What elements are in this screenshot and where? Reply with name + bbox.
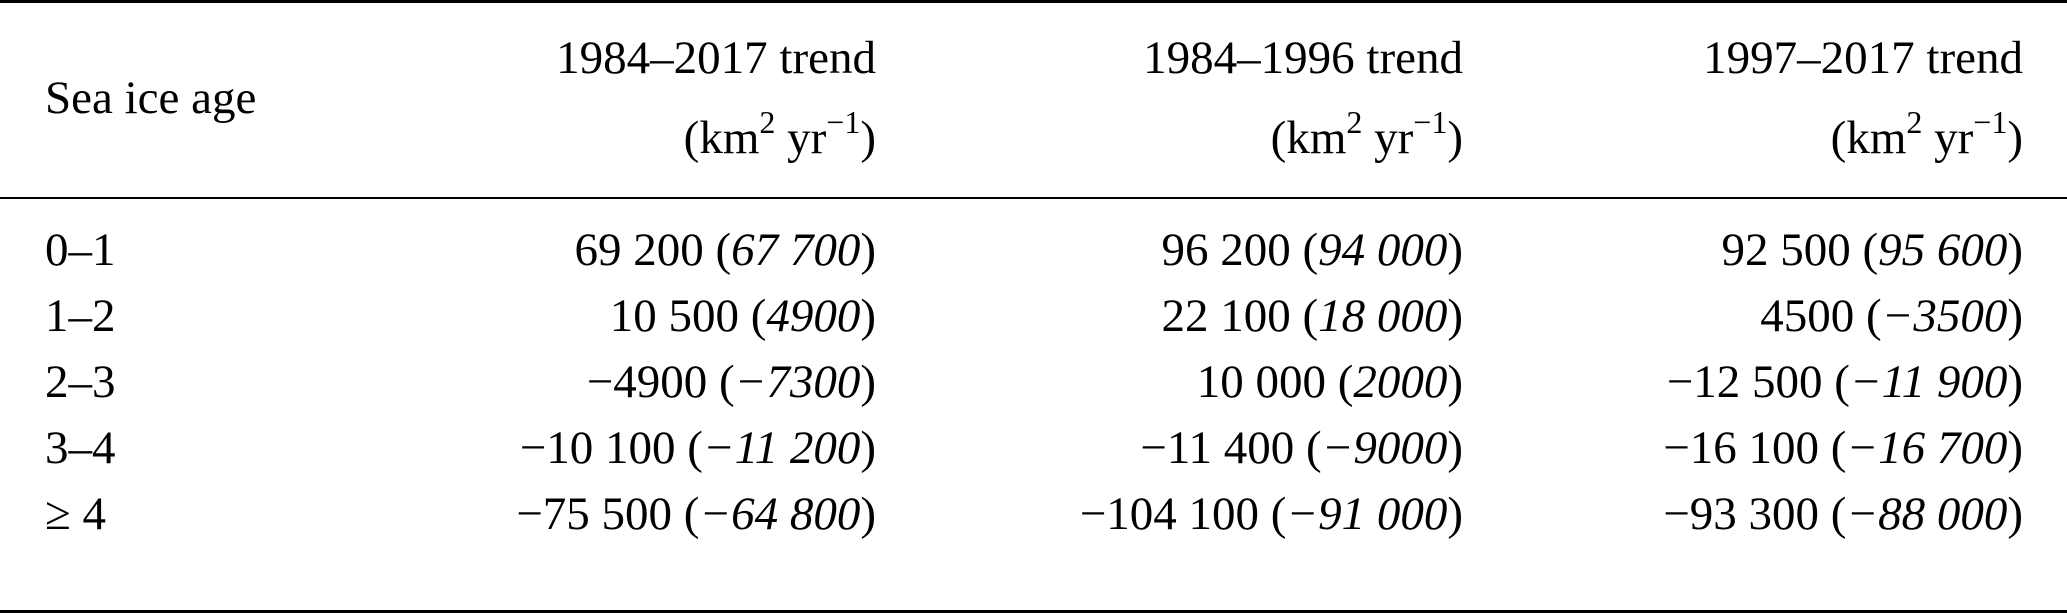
trend-value-alt: 94 000	[1318, 224, 1448, 276]
trend-value-alt: −88 000	[1846, 488, 2008, 540]
table-cell: −75 500 (−64 800)	[516, 488, 876, 540]
unit-mid: yr	[1362, 112, 1414, 164]
table-cell: 4500 (−3500)	[1760, 290, 2023, 342]
unit-mid: yr	[1922, 112, 1974, 164]
header-sea-ice-age: Sea ice age	[45, 72, 257, 124]
unit-exponent: 2	[759, 104, 776, 140]
column-header-title: 1997–2017 trend	[1703, 32, 2023, 84]
trend-value: −104 100	[1079, 488, 1259, 540]
trend-value: −16 100	[1663, 422, 1819, 474]
unit-base: km	[699, 112, 760, 164]
trend-value-alt: −16 700	[1846, 422, 2008, 474]
unit-exponent: 2	[1906, 104, 1923, 140]
trend-value: 4500	[1760, 290, 1855, 342]
trend-value-alt: −11 900	[1849, 356, 2008, 408]
trend-value: −75 500	[516, 488, 672, 540]
trend-value-alt: 4900	[766, 290, 861, 342]
unit-base: km	[1286, 112, 1347, 164]
row-label-age: 3–4	[45, 422, 116, 474]
trend-value-alt: −11 200	[702, 422, 861, 474]
unit-exponent: −1	[1973, 104, 2008, 140]
table-cell: 22 100 (18 000)	[1161, 290, 1463, 342]
trend-value: 22 100	[1161, 290, 1291, 342]
trend-value: 69 200	[574, 224, 704, 276]
table-cell: −11 400 (−9000)	[1140, 422, 1463, 474]
table-cell: 92 500 (95 600)	[1721, 224, 2023, 276]
column-header-unit: (km2 yr−1)	[1270, 104, 1463, 164]
unit-exponent: −1	[826, 104, 861, 140]
trend-value-alt: 95 600	[1878, 224, 2008, 276]
table-cell: −16 100 (−16 700)	[1663, 422, 2023, 474]
trend-value: 10 000	[1196, 356, 1326, 408]
row-label-age: ≥ 4	[45, 488, 107, 540]
table-cell: 69 200 (67 700)	[574, 224, 876, 276]
unit-mid: yr	[775, 112, 827, 164]
trend-value: −11 400	[1140, 422, 1295, 474]
row-label-age: 1–2	[45, 290, 116, 342]
table-cell: −12 500 (−11 900)	[1666, 356, 2023, 408]
trend-value-alt: −64 800	[699, 488, 861, 540]
trend-value: 10 500	[609, 290, 739, 342]
column-header-title: 1984–2017 trend	[556, 32, 876, 84]
trend-value: 92 500	[1721, 224, 1851, 276]
top-rule	[0, 0, 2067, 3]
bottom-rule	[0, 610, 2067, 613]
trend-value: −12 500	[1666, 356, 1823, 408]
trend-value-alt: 18 000	[1318, 290, 1448, 342]
trend-value-alt: −7300	[734, 356, 861, 408]
trend-value-alt: −9000	[1321, 422, 1448, 474]
trend-value: −4900	[586, 356, 708, 408]
table-cell: −104 100 (−91 000)	[1079, 488, 1463, 540]
table-cell: −93 300 (−88 000)	[1663, 488, 2023, 540]
trend-value: −10 100	[519, 422, 676, 474]
trend-value-alt: −3500	[1881, 290, 2008, 342]
trend-value: 96 200	[1161, 224, 1291, 276]
header-rule	[0, 197, 2067, 199]
table-cell: −10 100 (−11 200)	[519, 422, 876, 474]
trend-value-alt: 67 700	[731, 224, 861, 276]
row-label-age: 0–1	[45, 224, 116, 276]
unit-base: km	[1846, 112, 1907, 164]
unit-exponent: −1	[1413, 104, 1448, 140]
trend-value: −93 300	[1663, 488, 1819, 540]
trend-value-alt: −91 000	[1286, 488, 1448, 540]
column-header-unit: (km2 yr−1)	[1830, 104, 2023, 164]
trend-value-alt: 2000	[1353, 356, 1448, 408]
table-cell: 96 200 (94 000)	[1161, 224, 1463, 276]
unit-exponent: 2	[1346, 104, 1363, 140]
column-header-unit: (km2 yr−1)	[683, 104, 876, 164]
column-header-title: 1984–1996 trend	[1143, 32, 1463, 84]
row-label-age: 2–3	[45, 356, 116, 408]
table-cell: 10 000 (2000)	[1196, 356, 1463, 408]
table-cell: −4900 (−7300)	[586, 356, 876, 408]
table-cell: 10 500 (4900)	[609, 290, 876, 342]
